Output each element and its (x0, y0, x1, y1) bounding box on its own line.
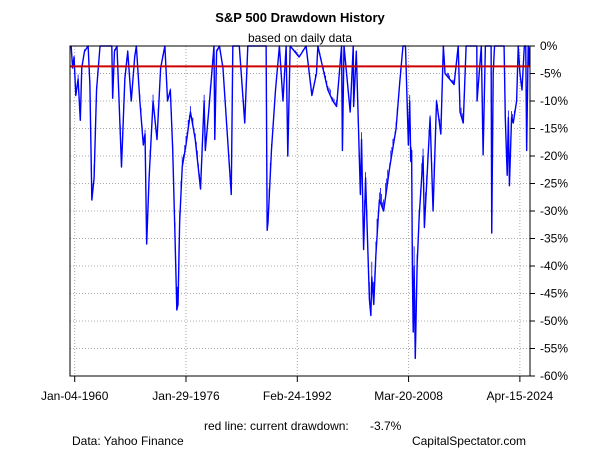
y-axis: 0% -5% -10% -15% -20% -25% -30% -35% -40% -45% -50… (530, 39, 568, 383)
chart-title: S&P 500 Drawdown History (215, 10, 385, 25)
data-source: Data: Yahoo Finance (72, 434, 184, 448)
y-tick-label: -50% (540, 314, 568, 328)
y-tick-label: -60% (540, 369, 568, 383)
y-tick-label: -35% (540, 232, 568, 246)
y-tick-label: -20% (540, 149, 568, 163)
drawdown-line (70, 45, 530, 360)
x-tick-label: Apr-15-2024 (487, 389, 554, 403)
y-tick-label: -40% (540, 259, 568, 273)
grid-lines (70, 45, 530, 377)
y-tick-label: -10% (540, 94, 568, 108)
y-tick-label: 0% (540, 39, 558, 53)
y-tick-label: -55% (540, 342, 568, 356)
y-tick-label: -15% (540, 122, 568, 136)
y-tick-label: -25% (540, 177, 568, 191)
y-tick-label: -30% (540, 204, 568, 218)
x-tick-label: Jan-29-1976 (152, 389, 220, 403)
x-tick-label: Feb-24-1992 (263, 389, 332, 403)
chart-subtitle: based on daily data (248, 31, 352, 45)
annotation-label: red line: current drawdown: (204, 419, 349, 433)
y-tick-label: -5% (540, 67, 562, 81)
y-tick-label: -45% (540, 287, 568, 301)
x-tick-label: Mar-20-2008 (374, 389, 443, 403)
annotation-value: -3.7% (370, 419, 402, 433)
drawdown-series (70, 45, 530, 360)
credit-text: CapitalSpectator.com (412, 434, 526, 448)
drawdown-daily-texture (71, 46, 530, 359)
x-tick-label: Jan-04-1960 (41, 389, 109, 403)
x-axis: Jan-04-1960 Jan-29-1976 Feb-24-1992 Mar-20-… (41, 376, 554, 403)
